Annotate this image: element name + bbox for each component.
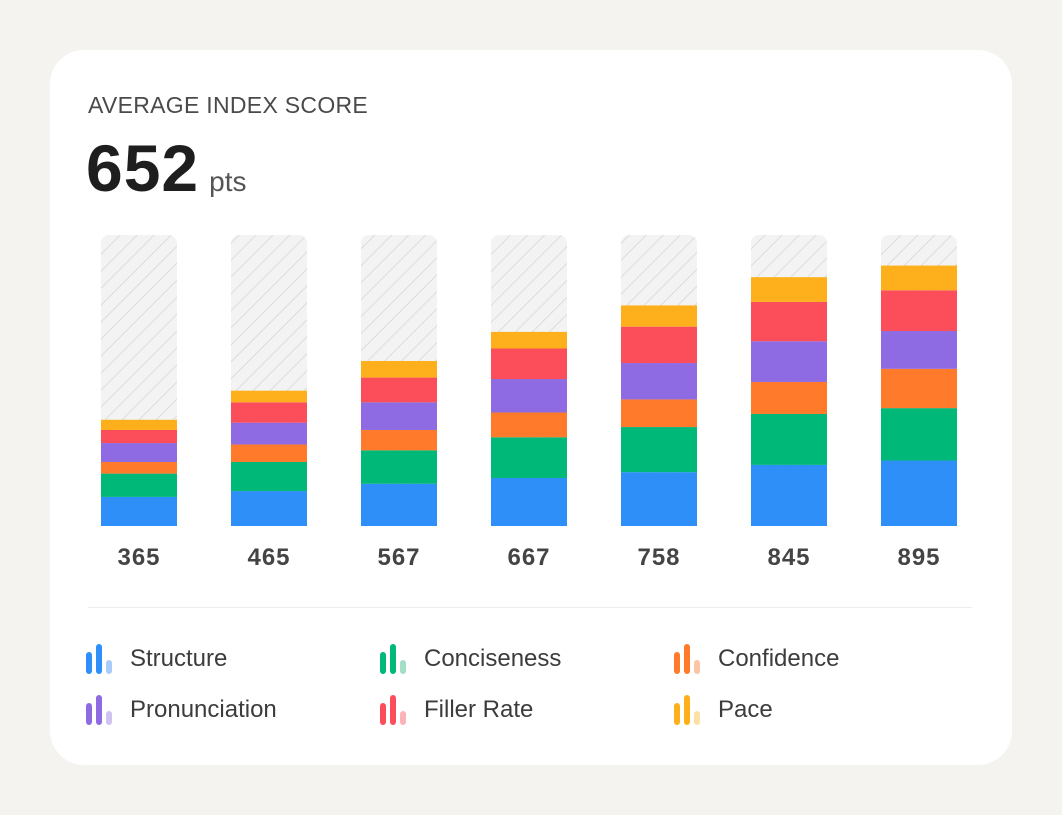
legend-label: Pronunciation xyxy=(130,696,277,723)
score-card: AVERAGE INDEX SCORE 652 pts 365 465 567 667… xyxy=(50,50,1012,765)
bar-667 xyxy=(491,235,567,526)
legend-item-pronunciation: Pronunciation xyxy=(86,693,277,727)
bar-chart-icon xyxy=(674,644,704,674)
bar-segment-confidence xyxy=(751,381,827,414)
bar-segment-structure xyxy=(231,491,307,526)
x-tick-label: 465 xyxy=(247,544,290,571)
x-tick-label: 758 xyxy=(637,544,680,571)
stacked-bar-chart: 365 465 567 667 758 845 895 xyxy=(101,235,957,571)
bar-segment-filler-rate xyxy=(101,429,177,444)
legend-label: Confidence xyxy=(718,645,840,672)
bar-segment-conciseness xyxy=(231,461,307,492)
bar-845 xyxy=(751,235,827,526)
bar-segment-pronunciation xyxy=(881,331,957,369)
bar-segment-structure xyxy=(621,472,697,526)
legend-label: Filler Rate xyxy=(424,696,534,723)
bar-segment-conciseness xyxy=(621,427,697,473)
legend-item-pace: Pace xyxy=(674,693,773,727)
bar-segment-pronunciation xyxy=(231,422,307,445)
bar-segment-conciseness xyxy=(101,473,177,497)
legend-label: Conciseness xyxy=(424,645,562,672)
bar-segment-confidence xyxy=(621,399,697,428)
score-row: 652 pts xyxy=(86,130,246,206)
bar-segment-pace xyxy=(621,305,697,327)
x-tick-label: 365 xyxy=(117,544,160,571)
bar-segment-pace xyxy=(881,265,957,291)
bar-segment-pace xyxy=(231,390,307,403)
bar-segment-pace xyxy=(361,361,437,378)
bar-segment-filler-rate xyxy=(231,402,307,423)
average-score-value: 652 xyxy=(86,131,200,205)
bar-segment-structure xyxy=(881,460,957,526)
bar-segment-pronunciation xyxy=(491,379,567,413)
bar-segment-pace xyxy=(101,419,177,430)
bar-758 xyxy=(621,235,697,526)
bar-segment-conciseness xyxy=(491,437,567,478)
bar-chart-icon xyxy=(380,695,410,725)
bar-segment-pronunciation xyxy=(751,341,827,382)
bar-segment-conciseness xyxy=(881,408,957,461)
bar-segment-structure xyxy=(751,464,827,526)
bar-segment-conciseness xyxy=(361,450,437,484)
legend-item-structure: Structure xyxy=(86,642,227,676)
bar-segment-structure xyxy=(361,483,437,526)
bar-365 xyxy=(101,235,177,526)
bar-segment-filler-rate xyxy=(751,301,827,342)
bar-segment-confidence xyxy=(881,368,957,409)
legend-label: Structure xyxy=(130,645,228,672)
bar-segment-filler-rate xyxy=(881,290,957,332)
card-title: AVERAGE INDEX SCORE xyxy=(88,92,369,118)
divider xyxy=(88,607,972,608)
bar-segment-filler-rate xyxy=(361,377,437,403)
bar-segment-filler-rate xyxy=(621,326,697,364)
bar-chart-icon xyxy=(380,644,410,674)
bar-segment-pace xyxy=(751,277,827,302)
score-unit: pts xyxy=(209,166,247,197)
bar-465 xyxy=(231,235,307,526)
bar-895 xyxy=(881,235,957,526)
legend-item-conciseness: Conciseness xyxy=(380,642,561,676)
x-tick-label: 667 xyxy=(507,544,550,571)
bar-segment-structure xyxy=(101,496,177,526)
bar-chart-icon xyxy=(674,695,704,725)
bar-segment-confidence xyxy=(231,444,307,462)
bar-segment-confidence xyxy=(101,461,177,474)
bar-segment-confidence xyxy=(491,412,567,438)
bar-segment-structure xyxy=(491,477,567,526)
legend-item-filler-rate: Filler Rate xyxy=(380,693,533,727)
bar-chart-icon xyxy=(86,695,116,725)
x-tick-label: 567 xyxy=(377,544,420,571)
bar-567 xyxy=(361,235,437,526)
legend-label: Pace xyxy=(718,696,773,723)
bar-segment-pronunciation xyxy=(101,443,177,462)
bar-segment-pronunciation xyxy=(361,402,437,430)
bar-segment-pace xyxy=(491,331,567,349)
x-tick-label: 895 xyxy=(897,544,940,571)
bar-segment-pronunciation xyxy=(621,363,697,400)
bar-chart-icon xyxy=(86,644,116,674)
bar-segment-conciseness xyxy=(751,413,827,465)
legend-item-confidence: Confidence xyxy=(674,642,839,676)
bar-segment-filler-rate xyxy=(491,348,567,380)
bar-segment-confidence xyxy=(361,429,437,451)
x-tick-label: 845 xyxy=(767,544,810,571)
